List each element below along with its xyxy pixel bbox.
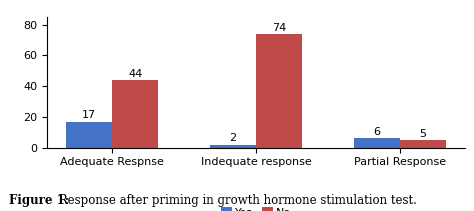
- Bar: [256, 34, 302, 148]
- Bar: [210, 145, 256, 148]
- Bar: [66, 122, 112, 148]
- Text: 6: 6: [373, 127, 380, 137]
- Bar: [400, 140, 446, 148]
- Text: Figure 1:: Figure 1:: [9, 194, 70, 207]
- Text: Response after priming in growth hormone stimulation test.: Response after priming in growth hormone…: [55, 194, 416, 207]
- Bar: [112, 80, 158, 148]
- Text: 5: 5: [419, 129, 426, 139]
- Text: 44: 44: [128, 69, 142, 79]
- Text: 17: 17: [82, 110, 96, 120]
- Text: 2: 2: [229, 133, 237, 143]
- Legend: Yes, No: Yes, No: [216, 203, 296, 211]
- Text: 74: 74: [272, 23, 286, 32]
- Bar: [354, 138, 400, 148]
